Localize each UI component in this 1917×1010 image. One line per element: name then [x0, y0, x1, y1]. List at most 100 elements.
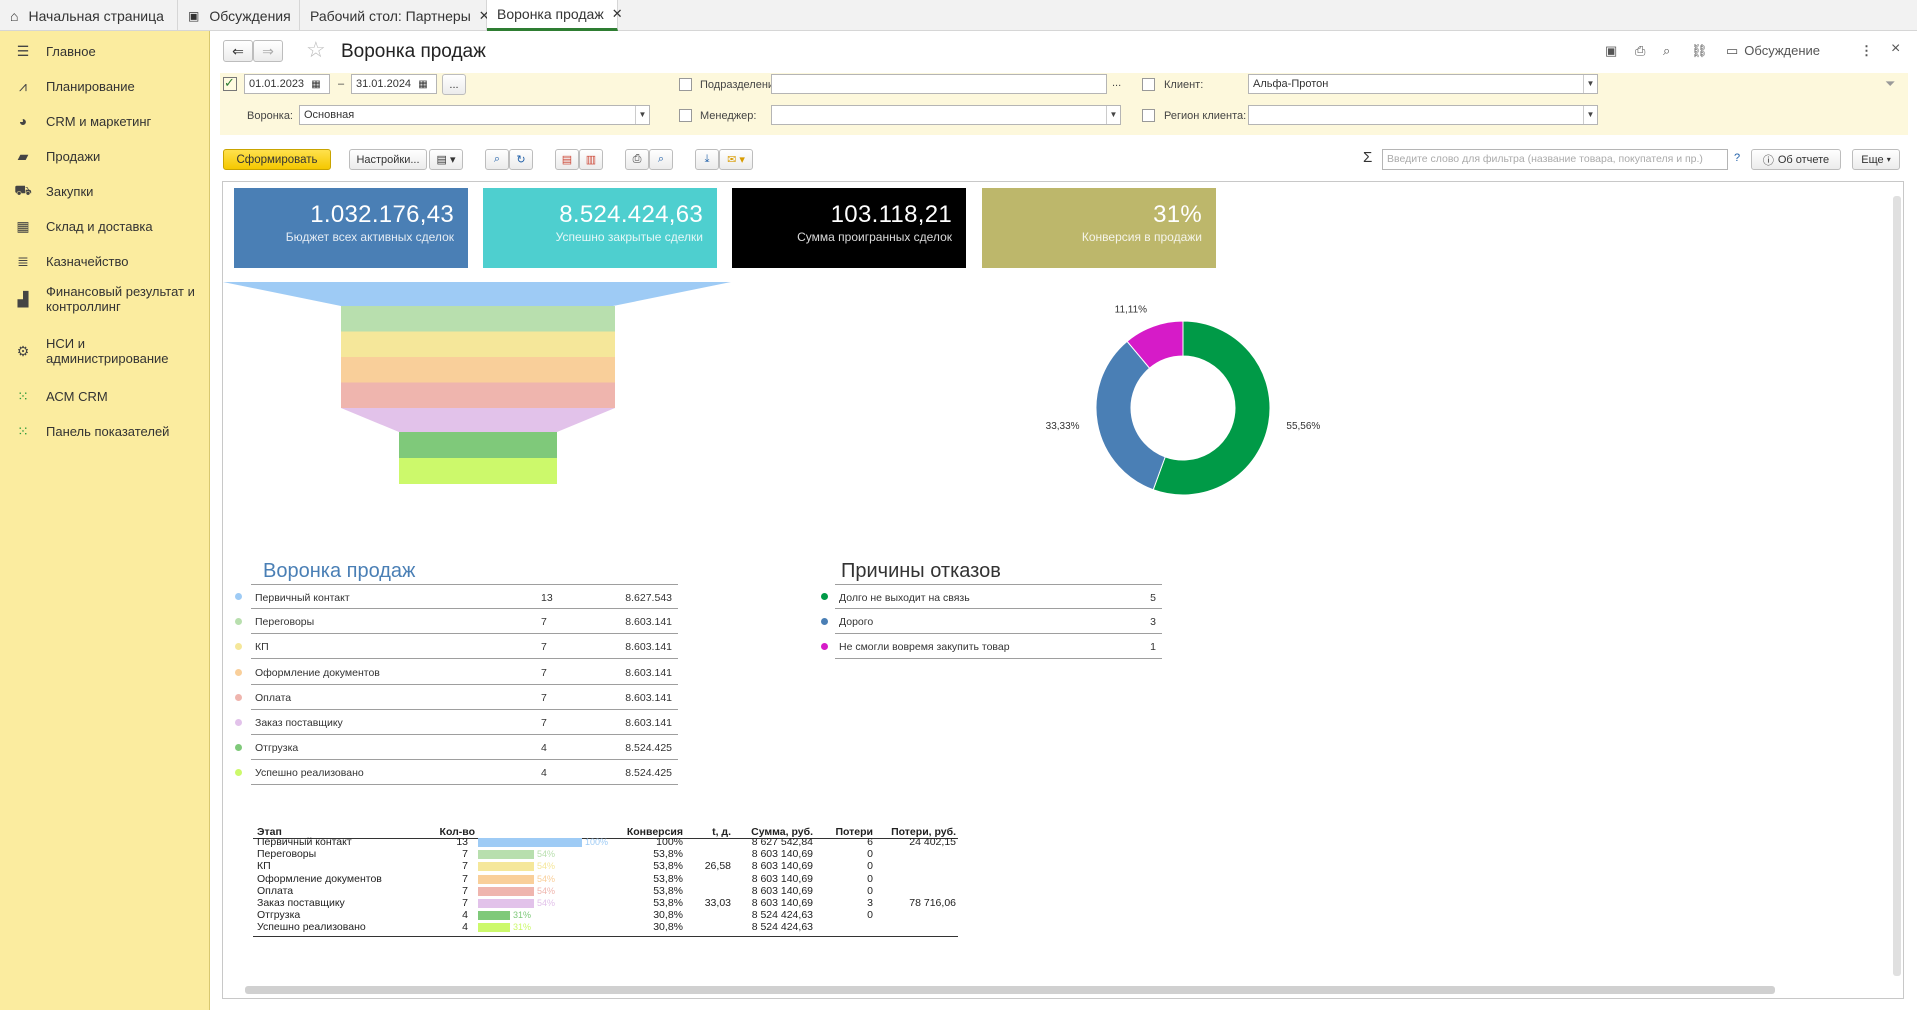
stage-name: Успешно реализовано — [255, 767, 364, 780]
tab-label: Обсуждения — [209, 7, 291, 24]
legend-dot — [235, 643, 242, 651]
conversion-bar — [478, 838, 582, 847]
tab-partners-desktop[interactable]: Рабочий стол: Партнеры ✕ — [300, 0, 490, 31]
stage-count: 7 — [541, 691, 547, 704]
expand-icon[interactable]: ▤ — [555, 149, 579, 170]
vertical-scrollbar[interactable] — [1893, 196, 1901, 976]
subdivision-field[interactable] — [771, 74, 1107, 94]
client-checkbox[interactable] — [1142, 78, 1155, 91]
collapse-icon[interactable]: ▥ — [579, 149, 603, 170]
horizontal-scrollbar[interactable] — [245, 986, 1775, 994]
table-header-cell: t, д. — [712, 826, 731, 838]
period-checkbox[interactable]: ✓ — [223, 75, 237, 91]
subdivision-checkbox[interactable] — [679, 78, 692, 91]
more-button[interactable]: Еще ▾ — [1852, 149, 1900, 170]
funnel-section-title: Воронка продаж — [263, 560, 416, 582]
sum-icon[interactable]: Σ — [1363, 149, 1373, 166]
table-cell-sum: 8 524 424,63 — [751, 909, 813, 922]
filter-icon[interactable]: ⏷ — [1885, 76, 1896, 91]
sidebar-item-warehouse[interactable]: ▦ Склад и доставка — [0, 216, 210, 236]
funnel-legend-row: Отгрузка 4 8.524.425 — [251, 735, 678, 761]
kpi-caption: Успешно закрытые сделки — [555, 230, 703, 244]
client-field[interactable]: Альфа-Протон — [1248, 74, 1598, 94]
discussion-button[interactable]: ▭ Обсуждение — [1726, 43, 1820, 59]
table-header-cell: Конверсия — [626, 826, 683, 838]
kpi-value: 1.032.176,43 — [310, 201, 454, 228]
table-header-cell: Кол-во — [439, 826, 475, 838]
link-icon[interactable]: ⛓ — [1691, 43, 1708, 58]
calendar-icon[interactable]: ▦ — [311, 78, 321, 90]
settings-button[interactable]: Настройки... — [349, 149, 427, 170]
conversion-bar-label: 31% — [513, 922, 532, 933]
sidebar-item-nsi[interactable]: ⚙ НСИ и администрирование — [0, 334, 210, 368]
close-icon[interactable]: ✕ — [611, 6, 623, 21]
refresh-icon[interactable]: ↻ — [509, 149, 533, 170]
sidebar-item-dashboard[interactable]: ⁙ Панель показателей — [0, 421, 210, 441]
close-icon[interactable]: × — [1891, 40, 1901, 57]
funnel-legend-row: Переговоры 7 8.603.141 — [251, 609, 678, 635]
tab-home[interactable]: ⌂ Начальная страница — [0, 0, 178, 31]
table-header-cell: Этап — [257, 826, 282, 838]
dots-grid-icon: ⁙ — [17, 387, 29, 404]
legend-dot — [821, 593, 828, 600]
chevron-down-icon[interactable]: ▼ — [635, 106, 649, 124]
sidebar-item-asm-crm[interactable]: ⁙ АСМ CRM — [0, 386, 210, 406]
tab-sales-funnel[interactable]: Воронка продаж ✕ — [487, 0, 623, 31]
tab-discussions[interactable]: ▣ Обсуждения — [178, 0, 300, 31]
chevron-down-icon[interactable]: ▼ — [1583, 75, 1597, 93]
star-icon[interactable]: ☆ — [306, 37, 326, 62]
donut-slice — [1095, 340, 1166, 491]
kpi-caption: Сумма проигранных сделок — [797, 230, 952, 244]
legend-dot — [235, 618, 242, 626]
kpi-active-budget: 1.032.176,43 Бюджет всех активных сделок — [234, 188, 468, 268]
about-report-button[interactable]: ⓘ Об отчете — [1751, 149, 1841, 170]
manager-field[interactable] — [771, 105, 1121, 125]
calendar-icon[interactable]: ▦ — [418, 78, 428, 90]
more-label: Еще — [1861, 153, 1884, 166]
more-menu-icon[interactable]: ⋮ — [1860, 43, 1873, 58]
kpi-conversion: 31% Конверсия в продажи — [982, 188, 1216, 268]
funnel-field[interactable]: Основная — [299, 105, 650, 125]
sidebar-item-finance[interactable]: ▟ Финансовый результат и контроллинг — [0, 282, 210, 316]
date-to-field[interactable]: 31.01.2024 — [351, 74, 437, 94]
sidebar-item-crm[interactable]: ◕ CRM и маркетинг — [0, 111, 210, 131]
chevron-down-icon[interactable]: ▼ — [1583, 106, 1597, 124]
period-select-button[interactable]: ... — [442, 74, 466, 95]
save-icon[interactable]: ▣ — [1605, 43, 1618, 58]
bar-chart-icon: ▟ — [17, 290, 29, 307]
preview-icon[interactable]: ⌕ — [649, 149, 673, 170]
search-icon[interactable]: ⌕ — [485, 149, 509, 170]
chevron-down-icon[interactable]: ▼ — [1106, 106, 1120, 124]
region-checkbox[interactable] — [1142, 109, 1155, 122]
report-search-input[interactable]: Введите слово для фильтра (название това… — [1382, 149, 1728, 170]
forward-button[interactable]: ⇒ — [253, 40, 283, 62]
print-icon[interactable]: ⎙ — [1635, 43, 1646, 58]
date-from-field[interactable]: 01.01.2023 — [244, 74, 330, 94]
table-cell-loss-sum: 78 716,06 — [909, 897, 956, 909]
select-dots-icon[interactable]: ... — [1112, 77, 1122, 89]
region-field[interactable] — [1248, 105, 1598, 125]
generate-button[interactable]: Сформировать — [223, 149, 331, 170]
download-icon[interactable]: ⤓ — [695, 149, 719, 170]
table-cell-losses: 3 — [867, 897, 873, 909]
manager-checkbox[interactable] — [679, 109, 692, 122]
help-icon[interactable]: ? — [1734, 152, 1741, 164]
reason-count: 1 — [1150, 641, 1156, 654]
close-icon[interactable]: ✕ — [478, 7, 490, 23]
preview-icon[interactable]: ⌕ — [1663, 43, 1671, 58]
sidebar-item-planning[interactable]: ⩘ Планирование — [0, 76, 210, 96]
variants-button[interactable]: ▤ ▾ — [429, 149, 463, 170]
table-cell-conversion: 30,8% — [653, 909, 683, 922]
sidebar-item-sales[interactable]: ▰ Продажи — [0, 146, 210, 166]
sidebar-item-treasury[interactable]: ≣ Казначейство — [0, 251, 210, 271]
back-button[interactable]: ⇐ — [223, 40, 253, 62]
print-icon[interactable]: ⎙ — [625, 149, 649, 170]
chat-icon: ▭ — [1726, 43, 1739, 58]
sidebar-item-main[interactable]: ☰ Главное — [0, 41, 210, 61]
report-area: 1.032.176,43 Бюджет всех активных сделок… — [222, 181, 1904, 999]
table-cell-stage: Заказ поставщику — [257, 897, 345, 909]
conversion-bar — [478, 899, 534, 908]
sidebar-item-purchases[interactable]: ⛟ Закупки — [0, 181, 210, 201]
mail-icon[interactable]: ✉ ▾ — [719, 149, 753, 170]
kpi-closed-deals: 8.524.424,63 Успешно закрытые сделки — [483, 188, 717, 268]
